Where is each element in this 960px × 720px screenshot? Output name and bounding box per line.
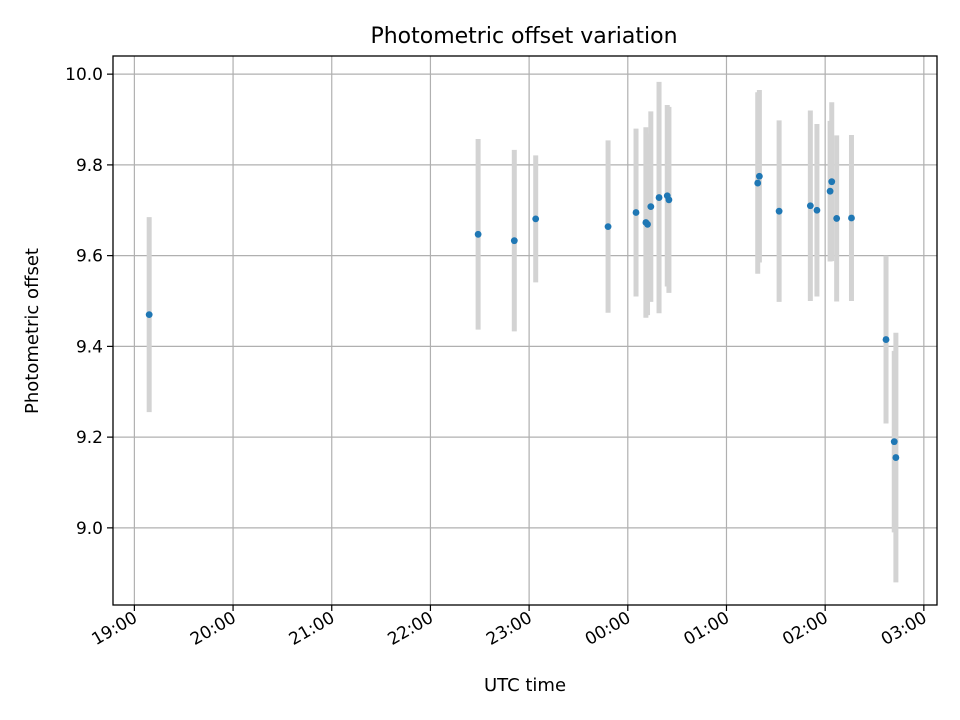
data-point (510, 237, 518, 245)
data-point (775, 207, 783, 215)
x-tick-label: 00:00 (582, 608, 634, 650)
x-tick-label: 23:00 (483, 608, 535, 650)
y-tick-label: 9.0 (76, 519, 103, 539)
plot-frame (112, 55, 938, 606)
x-tick-label: 19:00 (88, 608, 140, 650)
x-tick-label: 02:00 (779, 608, 831, 650)
x-axis-ticks: 19:00 20:00 21:00 22:00 23:00 00:00 01:00 02:00… (88, 605, 930, 650)
data-point (532, 215, 540, 223)
data-point (604, 223, 612, 230)
data-point (848, 214, 855, 222)
data-point (145, 311, 153, 319)
grid-lines (113, 56, 937, 605)
data-point (647, 203, 655, 211)
data-point (755, 172, 763, 180)
x-tick-label: 21:00 (286, 608, 338, 650)
data-point (655, 194, 663, 201)
x-axis-label: UTC time (484, 675, 566, 696)
data-point (665, 196, 673, 204)
x-tick-label: 20:00 (187, 608, 239, 650)
error-bars (146, 81, 899, 583)
data-point (754, 179, 762, 187)
x-tick-label: 01:00 (681, 608, 733, 650)
data-point (833, 215, 841, 222)
data-point (828, 178, 836, 186)
data-point (644, 220, 651, 228)
y-tick-label: 10.0 (65, 65, 103, 85)
data-point (474, 230, 482, 238)
y-axis-label: Photometric offset (22, 248, 43, 414)
data-points (145, 172, 900, 461)
data-point (826, 187, 834, 195)
y-tick-label: 9.2 (76, 428, 103, 448)
chart-title: Photometric offset variation (370, 24, 677, 49)
data-point (813, 206, 821, 214)
data-point (890, 438, 898, 446)
data-point (892, 454, 900, 461)
x-tick-label: 22:00 (384, 608, 436, 650)
data-point (632, 209, 640, 216)
y-tick-label: 9.8 (76, 156, 103, 176)
x-tick-label: 03:00 (878, 608, 930, 650)
y-tick-label: 9.6 (76, 247, 103, 267)
data-point (806, 202, 814, 210)
y-axis-ticks: 9.0 9.2 9.4 9.6 9.8 10.0 (65, 65, 113, 539)
data-point (882, 336, 890, 343)
y-tick-label: 9.4 (76, 337, 103, 357)
